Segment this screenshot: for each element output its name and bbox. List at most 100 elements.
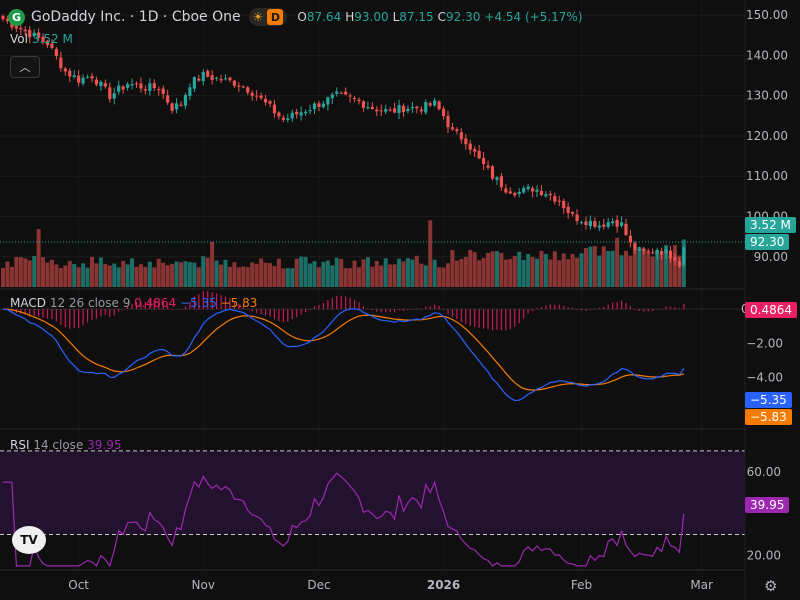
candle-body	[312, 103, 317, 110]
volume-bar	[67, 260, 72, 287]
gear-icon[interactable]: ⚙	[764, 577, 778, 595]
macd-hist-bar	[620, 300, 623, 310]
macd-hist-bar	[144, 302, 146, 310]
volume-bar	[227, 266, 232, 287]
candle-body	[522, 188, 526, 193]
candle-body	[490, 166, 495, 179]
macd-params: 12 26 close 9	[49, 296, 131, 310]
volume-bar	[446, 263, 450, 287]
macd-hist-bar	[647, 309, 649, 312]
price-tick: 150.00	[746, 8, 788, 22]
candle-body	[401, 105, 406, 113]
ohlc-key: C	[437, 10, 447, 24]
macd-hist-bar	[527, 309, 529, 314]
volume-bar	[179, 262, 183, 287]
volume-label: Vol	[10, 32, 28, 46]
volume-bar	[281, 268, 286, 287]
candle-body	[459, 132, 463, 140]
session-indicator[interactable]: ☀ D	[248, 8, 288, 26]
price-candles	[1, 14, 686, 269]
volume-bar	[414, 255, 419, 287]
macd-hist-bar	[509, 309, 511, 329]
volume-bar	[54, 264, 59, 287]
volume-bar	[521, 259, 526, 287]
candle-body	[375, 109, 379, 112]
macd-hist-bar	[607, 304, 609, 310]
data-delay-badge: D	[267, 9, 284, 25]
candle-body	[174, 103, 179, 110]
macd-hist-bar	[572, 308, 574, 310]
macd-hist-bar	[322, 303, 324, 310]
candle-body	[268, 101, 272, 104]
rsi-value: 39.95	[87, 438, 122, 452]
macd-hist-bar	[589, 309, 591, 310]
volume-bar	[290, 268, 295, 287]
macd-hist-bar	[131, 303, 133, 310]
last-price-tag: 92.30	[745, 234, 790, 250]
macd-hist-bar	[100, 309, 102, 317]
candle-body	[272, 104, 277, 114]
tradingview-logo[interactable]: TV	[12, 526, 46, 554]
candle-body	[19, 28, 23, 30]
candle-body	[277, 112, 281, 117]
volume-bar	[268, 263, 272, 287]
macd-hist-bar	[536, 308, 538, 310]
candle-body	[419, 109, 423, 112]
macd-hist-bar	[202, 291, 204, 310]
macd-hist-bar	[229, 298, 231, 310]
ohlc-value: 93.00	[354, 10, 389, 24]
candle-body	[606, 222, 610, 227]
collapse-legend-button[interactable]: ︿	[10, 56, 40, 78]
volume-bar	[588, 246, 593, 287]
candle-body	[54, 48, 58, 56]
macd-hist-bar	[51, 309, 53, 320]
macd-hist-bar	[38, 309, 40, 317]
macd-hist-bar	[576, 309, 578, 310]
macd-hist-bar	[238, 303, 240, 310]
volume-bar	[450, 249, 455, 287]
rsi-tick: 60.00	[747, 465, 781, 479]
macd-hist-bar	[189, 302, 191, 310]
ohlc-value: 87.15	[399, 10, 434, 24]
macd-hist-bar	[545, 305, 547, 310]
volume-bar	[352, 260, 357, 287]
macd-hist-bar	[264, 309, 267, 316]
chart-header: G GoDaddy Inc. · 1D · Cboe One ☀ D O87.6…	[8, 6, 583, 28]
rsi-series	[3, 472, 685, 568]
volume-bar	[299, 256, 304, 287]
volume-bar	[170, 264, 175, 287]
candle-body	[259, 95, 263, 99]
macd-histogram	[0, 290, 745, 331]
symbol-title[interactable]: GoDaddy Inc. · 1D · Cboe One	[31, 9, 241, 25]
price-tick: 110.00	[746, 169, 788, 183]
macd-hist-bar	[411, 308, 413, 310]
macd-hist-bar	[598, 307, 600, 310]
macd-hist-bar	[282, 309, 284, 323]
volume-bar	[530, 256, 535, 287]
candle-body	[281, 117, 285, 120]
macd-hist-bar	[674, 307, 676, 310]
candle-body	[557, 200, 561, 202]
macd-hist-bar	[224, 296, 227, 310]
volume-bar	[183, 261, 188, 287]
macd-signal-value: −5.83	[220, 296, 258, 310]
volume-bar	[116, 267, 121, 287]
macd-hist-bar	[162, 302, 164, 310]
candle-body	[428, 103, 432, 106]
candle-body	[126, 84, 130, 88]
macd-hist-bar	[349, 298, 351, 310]
ohlc-item: +4.54 (+5.17%)	[484, 10, 582, 24]
candle-body	[103, 83, 107, 87]
macd-hist-bar	[558, 304, 560, 310]
volume-bar	[601, 246, 606, 287]
volume-bar	[361, 259, 366, 287]
macd-hist-bar	[149, 300, 151, 310]
volume-bar	[112, 263, 117, 287]
volume-bar	[45, 262, 50, 287]
volume-bar	[383, 258, 388, 287]
volume-bar	[557, 260, 562, 287]
candle-body	[477, 150, 481, 159]
volume-bar	[494, 251, 499, 287]
candle-body	[23, 29, 27, 32]
